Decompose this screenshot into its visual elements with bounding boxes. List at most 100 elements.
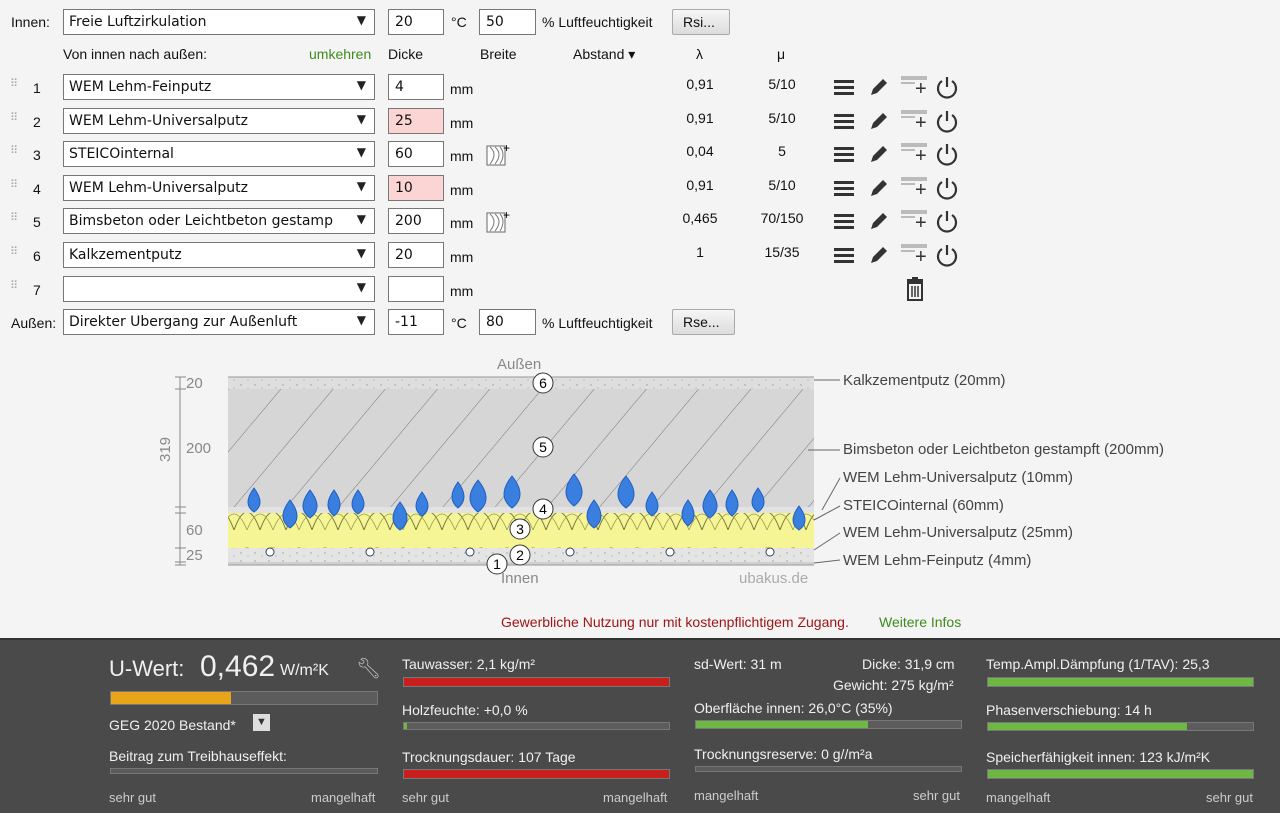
layer-thickness-input[interactable]: 60 xyxy=(388,141,444,168)
layer-material-select[interactable]: ▼ xyxy=(63,275,375,302)
drag-handle-icon[interactable]: ⠿ xyxy=(10,212,18,225)
trash-icon[interactable] xyxy=(904,276,926,304)
layer-thickness-input[interactable] xyxy=(388,275,444,302)
add-material-pattern-icon[interactable]: + xyxy=(486,141,510,166)
watermark: ubakus.de xyxy=(739,570,809,587)
add-material-pattern-icon[interactable]: + xyxy=(486,208,510,233)
rse-button[interactable]: Rse... xyxy=(672,309,735,335)
outer-climate-select[interactable]: Direkter Übergang zur Außenluft ▼ xyxy=(63,309,375,335)
menu-icon[interactable] xyxy=(833,76,855,101)
u-value-bar-fill xyxy=(111,692,231,704)
layer-material-select[interactable]: WEM Lehm-Feinputz ▼ xyxy=(63,74,375,100)
layer-thickness-unit: mm xyxy=(450,249,474,265)
menu-icon[interactable] xyxy=(833,210,855,235)
layer-lambda: 0,91 xyxy=(686,76,714,92)
inner-temp-input[interactable]: 20 xyxy=(388,9,444,35)
tav-bar xyxy=(987,677,1254,687)
power-toggle-icon[interactable] xyxy=(935,243,959,270)
power-toggle-icon[interactable] xyxy=(935,142,959,169)
reverse-link[interactable]: umkehren xyxy=(309,46,372,62)
drag-handle-icon[interactable]: ⠿ xyxy=(10,145,18,158)
layer-material-value: Bimsbeton oder Leichtbeton gestamp xyxy=(69,213,333,230)
layer-material-select[interactable]: WEM Lehm-Universalputz ▼ xyxy=(63,174,375,201)
insert-layer-icon[interactable]: + xyxy=(901,141,929,168)
layer-material-select[interactable]: WEM Lehm-Universalputz ▼ xyxy=(63,107,375,134)
drag-handle-icon[interactable]: ⠿ xyxy=(10,111,18,124)
legend-layer-4: WEM Lehm-Universalputz (10mm) xyxy=(843,469,1074,486)
dropdown-arrow-icon: ▼ xyxy=(356,246,366,260)
layer-thickness-input[interactable]: 25 xyxy=(388,107,444,134)
col3-scale-left: mangelhaft xyxy=(694,788,759,803)
insert-layer-icon[interactable]: + xyxy=(901,108,929,135)
surface-temp-bar xyxy=(695,720,962,729)
edit-pencil-icon[interactable] xyxy=(868,76,890,101)
menu-icon[interactable] xyxy=(833,143,855,168)
wrench-icon[interactable]: 🔧︎ xyxy=(356,658,382,680)
outer-humidity-input[interactable]: 80 xyxy=(479,309,536,335)
drag-handle-icon[interactable]: ⠿ xyxy=(10,279,18,292)
menu-icon[interactable] xyxy=(833,177,855,202)
inner-temp-unit: °C xyxy=(451,14,467,30)
standard-label: GEG 2020 Bestand* xyxy=(109,717,236,733)
dropdown-arrow-icon: ▼ xyxy=(356,145,366,160)
menu-icon[interactable] xyxy=(833,244,855,269)
edit-pencil-icon[interactable] xyxy=(868,110,890,135)
drag-handle-icon[interactable]: ⠿ xyxy=(10,246,18,258)
legend-layer-2: WEM Lehm-Universalputz (25mm) xyxy=(843,524,1074,541)
storage-capacity-label: Speicherfähigkeit innen: 123 kJ/m²K xyxy=(986,749,1211,765)
condensation-drops xyxy=(247,473,806,531)
layer-thickness-input[interactable]: 200 xyxy=(388,208,444,235)
layer-lambda: 0,91 xyxy=(686,176,714,193)
power-toggle-icon[interactable] xyxy=(935,176,959,203)
circle-label-5: 5 xyxy=(539,439,547,455)
layer-thickness-input[interactable]: 4 xyxy=(388,74,444,100)
u-value-bar xyxy=(110,691,378,705)
dropdown-arrow-icon: ▼ xyxy=(356,313,366,327)
dim-200: 200 xyxy=(186,440,212,457)
more-info-link[interactable]: Weitere Infos xyxy=(879,614,962,630)
insert-layer-icon[interactable]: + xyxy=(901,74,929,101)
power-toggle-icon[interactable] xyxy=(935,109,959,136)
edit-pencil-icon[interactable] xyxy=(868,210,890,235)
dropdown-arrow-icon: ▼ xyxy=(356,279,366,294)
outer-temp-unit: °C xyxy=(451,315,467,331)
tav-bar-fill xyxy=(988,678,1253,686)
edit-pencil-icon[interactable] xyxy=(868,143,890,168)
layer-mu: 5 xyxy=(778,143,786,160)
spacing-header[interactable]: Abstand ▾ xyxy=(573,46,636,62)
inner-humidity-input[interactable]: 50 xyxy=(479,9,536,35)
insert-layer-icon[interactable]: + xyxy=(901,175,929,202)
circle-label-4: 4 xyxy=(539,501,547,517)
layer-material-select[interactable]: Bimsbeton oder Leichtbeton gestamp ▼ xyxy=(63,208,375,235)
layer-lambda: 1 xyxy=(696,244,704,260)
layer-thickness-unit: mm xyxy=(450,114,474,131)
holzfeuchte-bar-fill xyxy=(404,723,407,729)
layer-mu: 70/150 xyxy=(760,210,804,227)
power-toggle-icon[interactable] xyxy=(935,209,959,236)
layer-mu: 5/10 xyxy=(768,109,796,126)
dropdown-arrow-icon: ▼ xyxy=(356,178,366,193)
dim-25: 25 xyxy=(186,547,203,564)
direction-label: Von innen nach außen: xyxy=(63,46,208,62)
inner-humidity-unit: % Luftfeuchtigkeit xyxy=(542,14,653,30)
menu-icon[interactable] xyxy=(833,110,855,135)
holzfeuchte-label: Holzfeuchte: +0,0 % xyxy=(402,702,528,718)
svg-text:+: + xyxy=(915,212,927,232)
layer-thickness-input[interactable]: 20 xyxy=(388,242,444,268)
power-toggle-icon[interactable] xyxy=(935,75,959,102)
drag-handle-icon[interactable]: ⠿ xyxy=(10,178,18,191)
drag-handle-icon[interactable]: ⠿ xyxy=(10,78,18,90)
insert-layer-icon[interactable]: + xyxy=(901,208,929,235)
edit-pencil-icon[interactable] xyxy=(868,177,890,202)
rsi-button[interactable]: Rsi... xyxy=(672,9,730,35)
layer-material-select[interactable]: STEICOinternal ▼ xyxy=(63,141,375,168)
dropdown-arrow-icon: ▼ xyxy=(356,111,366,126)
outer-temp-input[interactable]: -11 xyxy=(388,309,444,335)
layer-material-select[interactable]: Kalkzementputz ▼ xyxy=(63,242,375,268)
phase-shift-label: Phasenverschiebung: 14 h xyxy=(986,702,1152,718)
edit-pencil-icon[interactable] xyxy=(868,244,890,269)
inner-climate-select[interactable]: Freie Luftzirkulation ▼ xyxy=(63,9,375,35)
standard-dropdown-icon[interactable]: ▼ xyxy=(253,714,270,731)
layer-thickness-input[interactable]: 10 xyxy=(388,174,444,201)
insert-layer-icon[interactable]: + xyxy=(901,242,929,269)
